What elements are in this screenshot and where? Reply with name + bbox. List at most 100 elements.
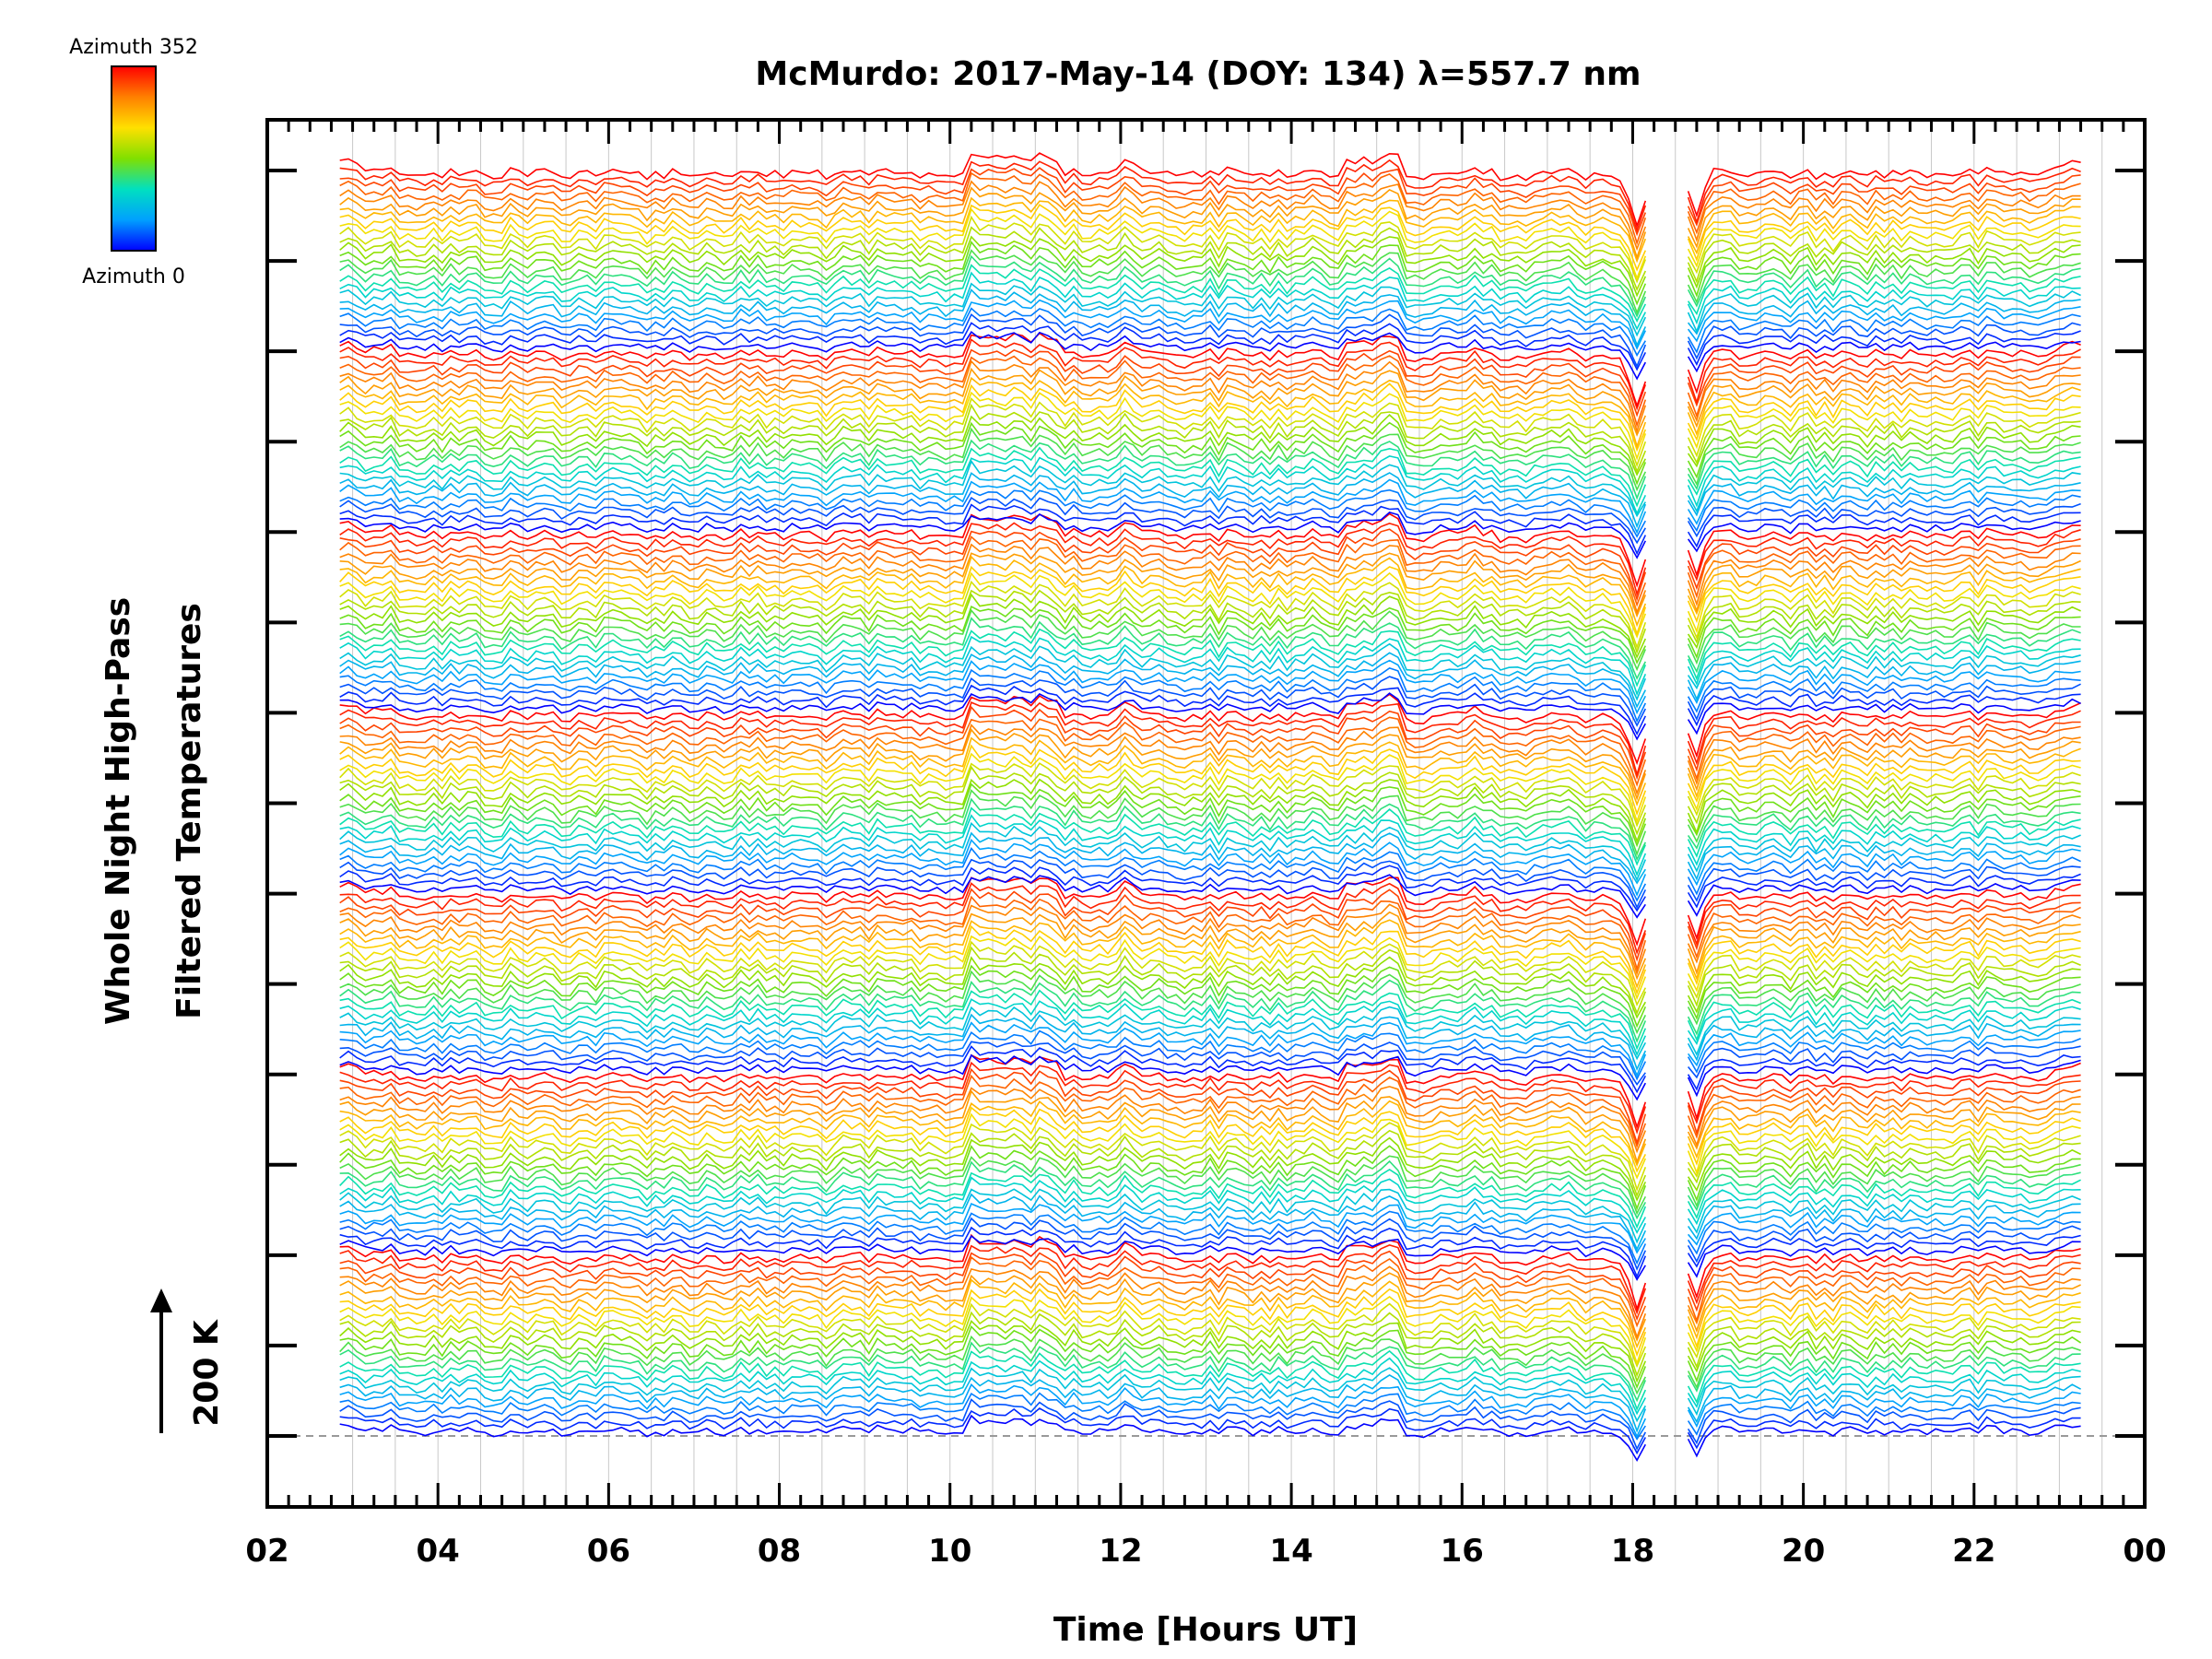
azimuth-series-line xyxy=(339,391,2081,461)
azimuth-series-line xyxy=(339,421,2081,486)
azimuth-series-line xyxy=(339,264,2081,323)
azimuth-series-line xyxy=(339,1188,2081,1244)
azimuth-series-line xyxy=(339,552,2081,618)
colorbar-bottom-label: Azimuth 0 xyxy=(82,265,185,288)
scale-arrow-head xyxy=(150,1288,172,1312)
azimuth-series-line xyxy=(339,171,2081,246)
azimuth-series-line xyxy=(339,226,2081,292)
azimuth-series-line xyxy=(339,1320,2081,1383)
x-tick-labels: 02 04 06 08 10 12 14 16 18 20 22 00 xyxy=(245,1533,2166,1570)
y-axis-label: Whole Night High-Pass Filtered Temperatu… xyxy=(100,597,208,1025)
azimuth-series-line xyxy=(339,413,2081,477)
azimuth-series-line xyxy=(339,1349,2081,1411)
azimuth-series-line xyxy=(339,488,2081,538)
azimuth-series-line xyxy=(339,555,2081,628)
azimuth-series-line xyxy=(339,989,2081,1051)
azimuth-series-line xyxy=(339,167,2081,237)
azimuth-series-line xyxy=(339,1145,2081,1211)
azimuth-series-line xyxy=(339,1168,2081,1230)
y-axis-label-line2: Filtered Temperatures xyxy=(171,603,208,1019)
azimuth-series-line xyxy=(339,814,2081,877)
azimuth-series-line xyxy=(339,235,2081,298)
azimuth-series-line xyxy=(339,271,2081,331)
azimuth-series-line xyxy=(339,1074,2081,1148)
azimuth-series-line xyxy=(339,249,2081,315)
azimuth-series-line xyxy=(339,676,2081,727)
azimuth-series-line xyxy=(339,338,2081,411)
azimuth-series-line xyxy=(339,543,2081,615)
azimuth-series-line xyxy=(339,617,2081,680)
azimuth-series-line xyxy=(339,446,2081,508)
x-tick-label: 02 xyxy=(245,1533,288,1570)
azimuth-series-line xyxy=(339,241,2081,306)
azimuth-series-line xyxy=(339,1234,2081,1281)
azimuth-series-line xyxy=(339,1067,2081,1146)
azimuth-series-line xyxy=(339,254,2081,318)
azimuth-series-line xyxy=(339,858,2081,910)
azimuth-series-line xyxy=(339,367,2081,437)
azimuth-series-line xyxy=(339,299,2081,350)
azimuth-series-line xyxy=(339,605,2081,665)
azimuth-series-line xyxy=(339,1210,2081,1265)
azimuth-series-line xyxy=(339,903,2081,976)
x-tick-label: 08 xyxy=(758,1533,801,1570)
azimuth-series-line xyxy=(339,956,2081,1019)
azimuth-series-line xyxy=(339,528,2081,602)
azimuth-series-line xyxy=(339,1053,2081,1101)
azimuth-series-line xyxy=(339,1013,2081,1072)
azimuth-series-line xyxy=(339,332,2081,408)
azimuth-series-line xyxy=(339,1193,2081,1252)
scale-indicator: 200 K xyxy=(150,1288,226,1433)
azimuth-series-line xyxy=(339,744,2081,817)
azimuth-series-line xyxy=(339,724,2081,795)
azimuth-series-line xyxy=(339,1106,2081,1173)
azimuth-series-line xyxy=(339,1089,2081,1164)
azimuth-series-line xyxy=(339,1112,2081,1180)
azimuth-series-line xyxy=(339,397,2081,468)
azimuth-series-line xyxy=(339,1226,2081,1279)
azimuth-series-line xyxy=(339,831,2081,885)
azimuth-series-line xyxy=(339,180,2081,252)
azimuth-series-line xyxy=(339,376,2081,449)
azimuth-series-line xyxy=(339,693,2081,766)
azimuth-series-line xyxy=(339,1296,2081,1366)
azimuth-series-line xyxy=(339,459,2081,518)
azimuth-series-line xyxy=(339,874,2081,919)
x-tick-label: 00 xyxy=(2123,1533,2166,1570)
azimuth-series-line xyxy=(339,503,2081,556)
azimuth-series-line xyxy=(339,282,2081,337)
colorbar-gradient xyxy=(111,65,157,252)
scale-label: 200 K xyxy=(188,1319,226,1427)
colorbar-top-label: Azimuth 352 xyxy=(69,36,198,59)
azimuth-series-line xyxy=(339,1136,2081,1202)
azimuth-series-line xyxy=(339,935,2081,1001)
azimuth-series-line xyxy=(339,312,2081,369)
series-group xyxy=(339,152,2082,1463)
azimuth-series-line xyxy=(339,439,2081,500)
azimuth-series-line xyxy=(339,1203,2081,1254)
azimuth-series-line xyxy=(339,1392,2081,1441)
azimuth-series-line xyxy=(339,355,2081,428)
azimuth-series-line xyxy=(339,1086,2081,1154)
azimuth-series-line xyxy=(339,946,2081,1016)
azimuth-series-line xyxy=(339,970,2081,1035)
azimuth-series-line xyxy=(339,1041,2081,1087)
azimuth-series-line xyxy=(339,705,2081,781)
azimuth-series-line xyxy=(339,1265,2081,1340)
azimuth-series-line xyxy=(339,847,2081,902)
azimuth-series-line xyxy=(339,608,2081,672)
azimuth-series-line xyxy=(339,478,2081,535)
azimuth-series-line xyxy=(339,196,2081,264)
azimuth-series-line xyxy=(339,1407,2081,1455)
azimuth-series-line xyxy=(339,1233,2081,1312)
azimuth-series-line xyxy=(339,331,2081,381)
plot-frame xyxy=(265,118,2147,1509)
azimuth-series-line xyxy=(339,1335,2081,1395)
azimuth-series-line xyxy=(339,736,2081,806)
x-tick-label: 14 xyxy=(1269,1533,1312,1570)
azimuth-series-line xyxy=(339,204,2081,272)
azimuth-series-line xyxy=(339,1373,2081,1433)
azimuth-series-line xyxy=(339,1278,2081,1349)
azimuth-series-line xyxy=(339,1272,2081,1342)
